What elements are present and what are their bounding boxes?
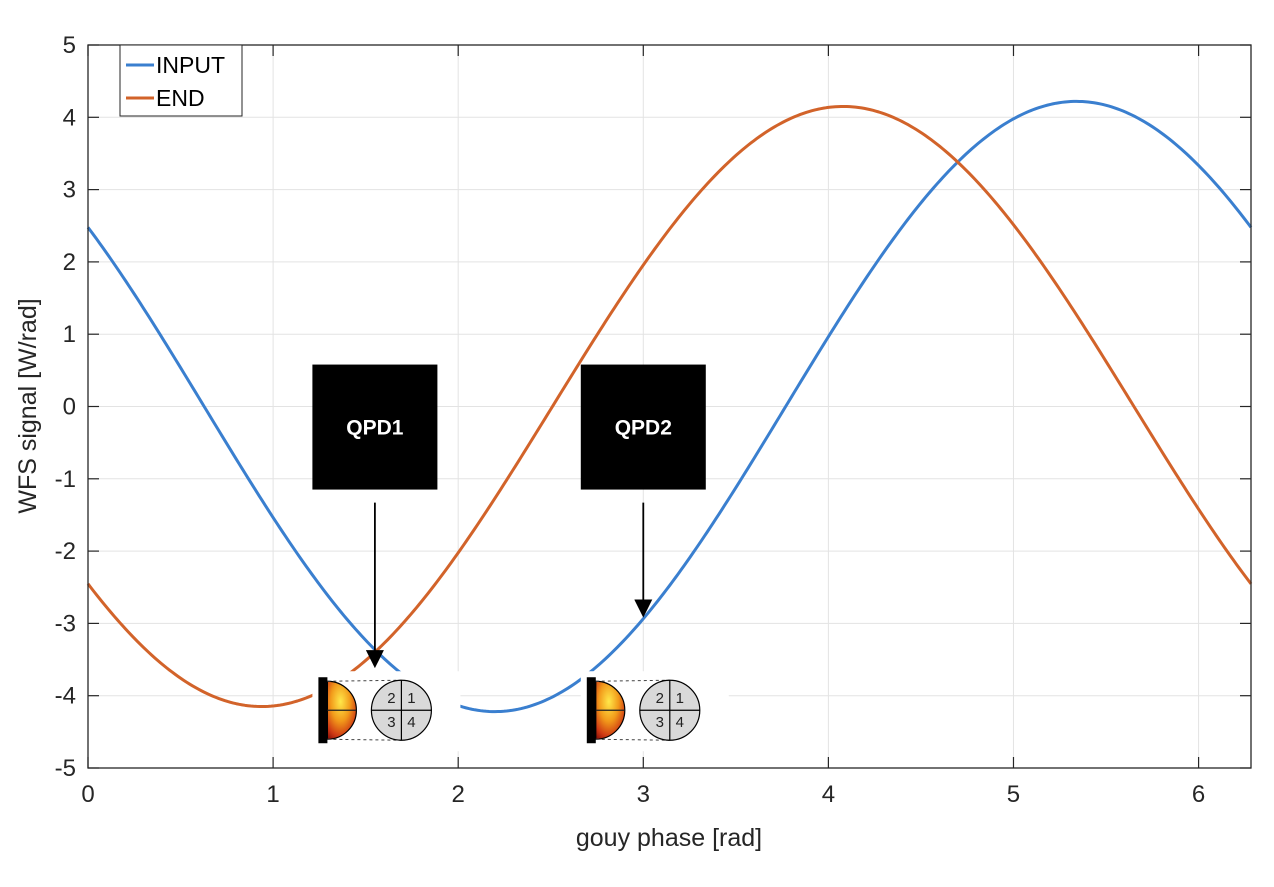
y-tick-label: 0 <box>63 394 76 421</box>
x-tick-label: 3 <box>637 781 650 808</box>
y-tick-label: -5 <box>55 755 76 782</box>
x-tick-label: 1 <box>266 781 279 808</box>
quadrant-number: 2 <box>656 690 664 707</box>
y-tick-label: -4 <box>55 683 76 710</box>
y-tick-label: 5 <box>63 32 76 59</box>
qpd-label: QPD2 <box>615 417 672 440</box>
y-axis-label: WFS signal [W/rad] <box>14 298 42 513</box>
quadrant-number: 4 <box>676 714 684 731</box>
projection-line-bottom <box>327 738 402 741</box>
x-tick-label: 6 <box>1192 781 1205 808</box>
qpd-annotation: QPD1 2 13 4 <box>312 364 461 752</box>
qpd-label-box <box>580 364 706 490</box>
projection-line-bottom <box>595 738 670 741</box>
y-tick-label: 3 <box>63 177 76 204</box>
x-axis-label: gouy phase [rad] <box>576 824 762 852</box>
series-line-end <box>86 104 1253 709</box>
x-tick-label: 4 <box>822 781 835 808</box>
mirror-bar <box>586 677 596 744</box>
legend-box <box>119 44 243 117</box>
x-tick-label: 0 <box>81 781 94 808</box>
y-tick-label: 1 <box>63 321 76 348</box>
quadrant-number: 1 <box>407 690 415 707</box>
qpd-detector-icon: 2 13 4 <box>312 671 461 752</box>
series-line-input <box>86 99 1253 714</box>
quadrant-number: 1 <box>676 690 684 707</box>
projection-line-top <box>595 679 670 682</box>
legend: INPUT END <box>119 44 243 117</box>
quadrant-number: 3 <box>387 714 395 731</box>
legend-label-input: INPUT <box>156 52 225 78</box>
quadrant-number: 4 <box>407 714 415 731</box>
qpd-detector-icon: 2 13 4 <box>580 671 729 752</box>
y-tick-label: -1 <box>55 466 76 493</box>
y-tick-label: -3 <box>55 610 76 637</box>
x-tick-label: 5 <box>1007 781 1020 808</box>
qpd-annotation: QPD2 2 13 4 <box>580 364 729 752</box>
projection-line-top <box>327 679 402 682</box>
y-tick-label: -2 <box>55 538 76 565</box>
qpd-label-box <box>312 364 438 490</box>
quadrant-number: 2 <box>387 690 395 707</box>
y-tick-label: 4 <box>63 104 76 131</box>
x-tick-label: 2 <box>452 781 465 808</box>
series-lines <box>86 99 1253 714</box>
quadrant-number: 3 <box>656 714 664 731</box>
legend-label-end: END <box>156 85 205 111</box>
qpd-label: QPD1 <box>346 417 404 440</box>
mirror-bar <box>318 677 328 744</box>
y-tick-label: 2 <box>63 249 76 276</box>
